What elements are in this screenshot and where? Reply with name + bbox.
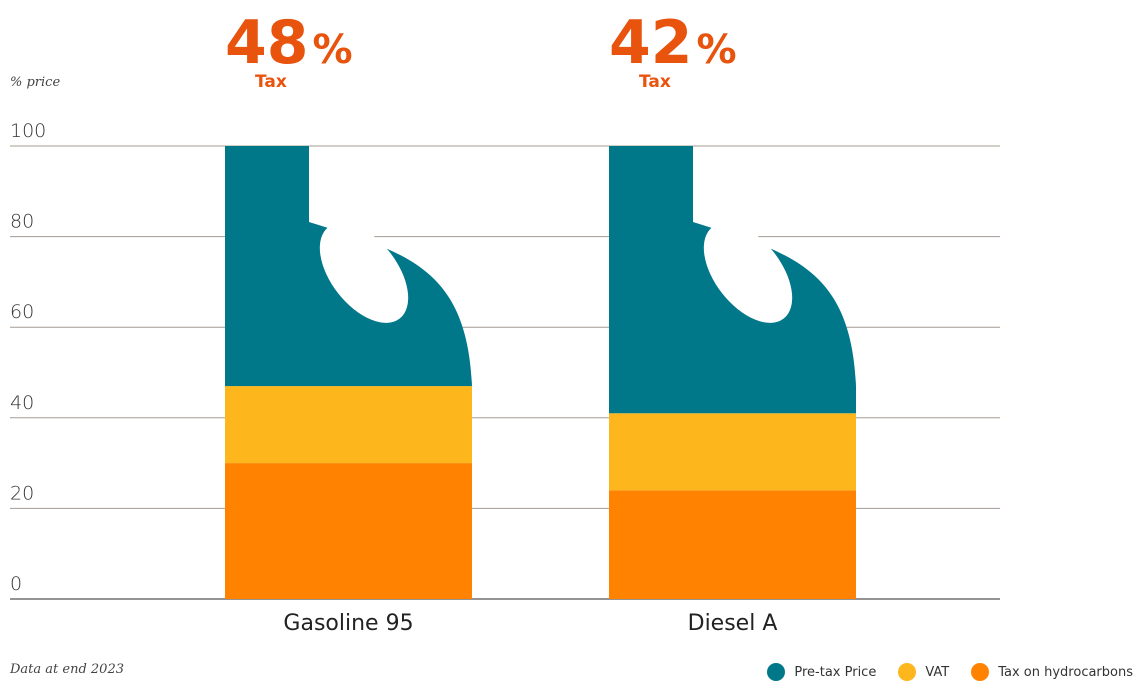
y-tick-100: 100 xyxy=(10,120,46,142)
tax-percent-0: 48 xyxy=(225,8,309,78)
legend-label: Tax on hydrocarbons xyxy=(998,664,1133,680)
y-tick-0: 0 xyxy=(10,573,22,595)
chart-area: % price 0 20 40 60 80 100 Gasoline 95 Diesel A… xyxy=(10,8,1000,636)
legend-label: VAT xyxy=(925,664,950,680)
canister-handle-1 xyxy=(703,222,793,323)
canister-0 xyxy=(225,146,472,599)
y-tick-60: 60 xyxy=(10,301,34,323)
tax-percent-1: 42 xyxy=(609,8,693,78)
bar-segment-tax-on-hydrocarbons-1 xyxy=(609,490,856,599)
tax-percent-sign-0: % xyxy=(313,27,353,73)
y-tick-40: 40 xyxy=(10,392,34,414)
canister-1 xyxy=(609,146,856,599)
legend-label: Pre-tax Price xyxy=(794,664,877,680)
bar-segment-tax-on-hydrocarbons-0 xyxy=(225,463,472,599)
legend-item-vat: VAT xyxy=(898,663,949,681)
category-label-0: Gasoline 95 xyxy=(283,611,413,636)
legend-item-pre-tax-price: Pre-tax Price xyxy=(767,663,876,681)
legend-item-tax-on-hydrocarbons: Tax on hydrocarbons xyxy=(971,663,1133,681)
y-tick-labels: 0 20 40 60 80 100 xyxy=(10,120,46,595)
canister-handle-0 xyxy=(319,222,409,323)
category-labels: Gasoline 95 Diesel A xyxy=(283,611,777,636)
legend-swatch xyxy=(767,663,786,681)
bar-segment-vat-1 xyxy=(609,413,856,491)
tax-label-0: Tax xyxy=(255,72,287,92)
canister-bars xyxy=(225,146,856,599)
y-tick-20: 20 xyxy=(10,482,34,504)
tax-percent-sign-1: % xyxy=(697,27,737,73)
category-label-1: Diesel A xyxy=(688,611,778,636)
legend-swatch xyxy=(898,663,917,681)
bar-segment-vat-0 xyxy=(225,386,472,464)
legend-swatch xyxy=(971,663,990,681)
y-tick-80: 80 xyxy=(10,211,34,233)
tax-label-1: Tax xyxy=(639,72,671,92)
y-axis-label: % price xyxy=(10,75,60,90)
footnote: Data at end 2023 xyxy=(10,662,124,677)
legend: Pre-tax Price VAT Tax on hydrocarbons xyxy=(745,663,1133,681)
